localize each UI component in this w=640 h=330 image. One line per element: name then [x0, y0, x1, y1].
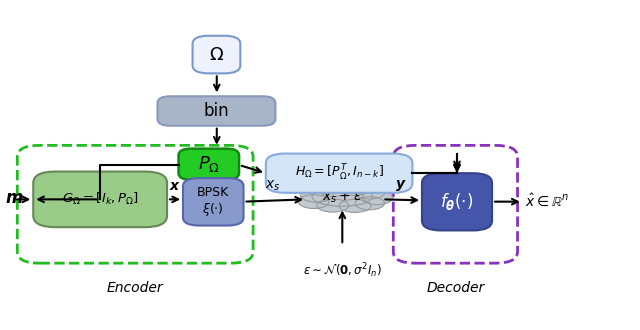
Ellipse shape: [312, 187, 372, 206]
Ellipse shape: [339, 199, 371, 213]
Text: $\boldsymbol{m}$: $\boldsymbol{m}$: [4, 189, 23, 207]
Text: $P_{\Omega}$: $P_{\Omega}$: [198, 154, 220, 174]
Ellipse shape: [300, 186, 333, 202]
Text: $\Omega$: $\Omega$: [209, 46, 224, 64]
Text: Encoder: Encoder: [107, 281, 163, 295]
Text: bin: bin: [204, 102, 229, 120]
Text: $\boldsymbol{y}$: $\boldsymbol{y}$: [395, 179, 406, 193]
Ellipse shape: [355, 197, 385, 210]
Text: $\varepsilon \sim \mathcal{N}(\mathbf{0}, \sigma^2 I_n)$: $\varepsilon \sim \mathcal{N}(\mathbf{0}…: [303, 262, 382, 280]
Text: $x_s + \varepsilon$: $x_s + \varepsilon$: [323, 190, 362, 205]
FancyBboxPatch shape: [157, 96, 275, 126]
FancyBboxPatch shape: [33, 172, 167, 227]
Text: $\boldsymbol{x}$: $\boldsymbol{x}$: [169, 179, 180, 193]
Ellipse shape: [317, 199, 349, 212]
Ellipse shape: [338, 181, 370, 195]
Ellipse shape: [355, 184, 385, 199]
Ellipse shape: [317, 181, 351, 196]
FancyBboxPatch shape: [193, 36, 241, 73]
Text: BPSK
$\xi(\cdot)$: BPSK $\xi(\cdot)$: [197, 185, 229, 218]
FancyBboxPatch shape: [183, 178, 244, 225]
FancyBboxPatch shape: [179, 148, 239, 180]
Text: $G_{\Omega}=[I_k, P_{\Omega}]$: $G_{\Omega}=[I_k, P_{\Omega}]$: [61, 191, 139, 208]
FancyBboxPatch shape: [422, 173, 492, 230]
FancyBboxPatch shape: [266, 153, 412, 193]
Text: Decoder: Decoder: [426, 281, 484, 295]
Ellipse shape: [298, 195, 329, 209]
Text: $x_s$: $x_s$: [265, 179, 280, 193]
Text: $f_{\boldsymbol{\theta}}(\cdot)$: $f_{\boldsymbol{\theta}}(\cdot)$: [440, 191, 474, 212]
Ellipse shape: [362, 191, 393, 205]
Text: $\hat{x} \in \mathbb{R}^n$: $\hat{x} \in \mathbb{R}^n$: [525, 192, 569, 209]
Text: $H_{\Omega}=[P_{\Omega}^T, I_{n-k}]$: $H_{\Omega}=[P_{\Omega}^T, I_{n-k}]$: [294, 163, 383, 183]
